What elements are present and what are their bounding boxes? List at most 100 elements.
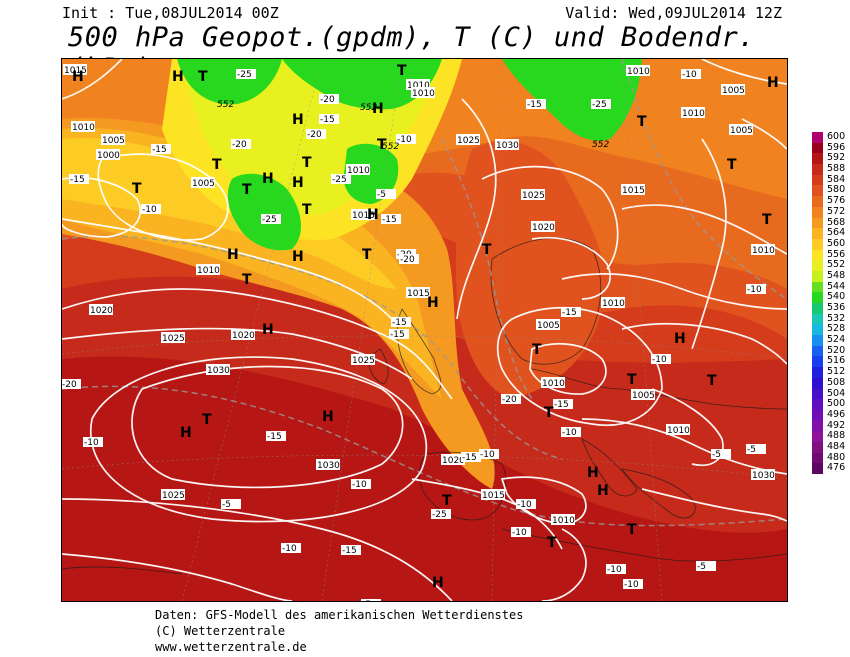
scale-swatch [812,377,823,389]
low-pressure-marker: T [362,247,372,263]
scale-label: 512 [827,366,846,378]
scale-row: 584 [812,174,850,186]
isobar-label-bg [481,489,505,500]
temperature-label: -15 [390,330,405,340]
scale-label: 484 [827,440,846,452]
isobar-label-bg [751,469,775,480]
scale-row: 592 [812,152,850,165]
temp-label-bg [553,399,573,409]
scale-swatch [812,367,823,378]
temp-label-bg [281,543,301,553]
temperature-label: -5 [377,190,386,200]
isobar-label-bg [89,304,113,315]
low-pressure-marker: T [202,412,212,428]
temp-label-bg [399,254,419,264]
isobar-label: 1015 [622,186,645,196]
scale-swatch [812,388,823,400]
scale-swatch [812,153,823,165]
temp-label-bg [561,307,581,317]
isobar-label: 1015 [407,289,430,299]
isobar-label-bg [101,134,125,145]
scale-row: 568 [812,216,850,229]
scale-swatch [812,292,823,303]
isobar-label: 1010 [752,246,775,256]
temperature-label: -15 [342,546,357,556]
scale-label: 576 [827,195,846,207]
isobar-label: 1020 [232,331,255,341]
isobar-label-bg [161,489,185,500]
low-pressure-marker: T [707,373,717,389]
scale-swatch [812,409,823,421]
temperature-label: -15 [562,308,577,318]
temp-label-bg [461,452,481,462]
scale-swatch [812,303,823,314]
high-pressure-marker: H [292,249,304,265]
temperature-label: -15 [70,175,85,185]
temperature-label: -10 [397,135,412,145]
isobar-label-bg [351,354,375,365]
temperature-label: -10 [624,580,639,590]
isobar-label: 1010 [542,379,565,389]
isobar-label: 1020 [442,456,465,466]
isobar-label-bg [71,121,95,132]
scale-label: 560 [827,237,846,249]
high-pressure-marker: H [597,483,609,499]
temp-label-bg [141,204,161,214]
isobar-label-bg [631,389,655,400]
scale-row: 520 [812,344,850,357]
scale-label: 600 [827,131,846,142]
footer-website: www.wetterzentrale.de [155,640,307,654]
isobar-label: 1025 [162,491,185,501]
geopotential-label: 552 [360,103,377,113]
scale-label: 520 [827,344,846,356]
low-pressure-marker: T [727,157,737,173]
isobar-label: 1010 [197,266,220,276]
temp-label-bg [261,214,281,224]
scale-label: 540 [827,291,846,303]
scale-row: 476 [812,462,850,474]
isobar-label: 1005 [192,179,215,189]
isobar-label-bg [751,244,775,255]
temperature-label: -10 [282,544,297,554]
scale-label: 568 [827,216,846,228]
temperature-label: -10 [142,205,157,215]
scale-row: 548 [812,270,850,282]
scale-swatch [812,356,823,368]
isobar-label-bg [621,184,645,195]
temperature-label: -20 [307,130,322,140]
scale-swatch [812,217,823,229]
scale-swatch [812,313,823,325]
isobar-label-bg [406,79,430,90]
high-pressure-marker: H [262,171,274,187]
scale-swatch [812,260,823,271]
low-pressure-marker: T [377,137,387,153]
scale-swatch [812,142,823,154]
scale-row: 532 [812,313,850,325]
temperature-label: -15 [392,318,407,328]
high-pressure-marker: H [227,247,239,263]
scale-swatch [812,249,823,261]
scale-label: 588 [827,163,846,175]
scale-label: 572 [827,205,846,217]
isobar-label-bg [531,221,555,232]
high-pressure-marker: H [372,101,384,117]
scale-row: 528 [812,323,850,336]
isobar-label: 1010 [682,109,705,119]
temp-label-bg [151,144,171,154]
temp-label-bg [561,427,581,437]
scale-row: 504 [812,387,850,400]
temperature-label: -15 [554,400,569,410]
isobar-label: 1005 [730,126,753,136]
isobar-label-bg [161,332,185,343]
isobar-label: 1030 [752,471,775,481]
scale-label: 592 [827,152,846,164]
isobar-label-bg [626,65,650,76]
color-scale-legend: 600 596 592 588 584 580 576 572 568 564 560 556 552 5… [812,131,850,474]
scale-row: 580 [812,184,850,197]
temperature-label: -15 [267,432,282,442]
temperature-label: -15 [152,145,167,155]
isobar-label-bg [441,454,465,465]
isobar-label: 1020 [90,306,113,316]
scale-label: 504 [827,387,846,399]
scale-swatch [812,335,823,346]
